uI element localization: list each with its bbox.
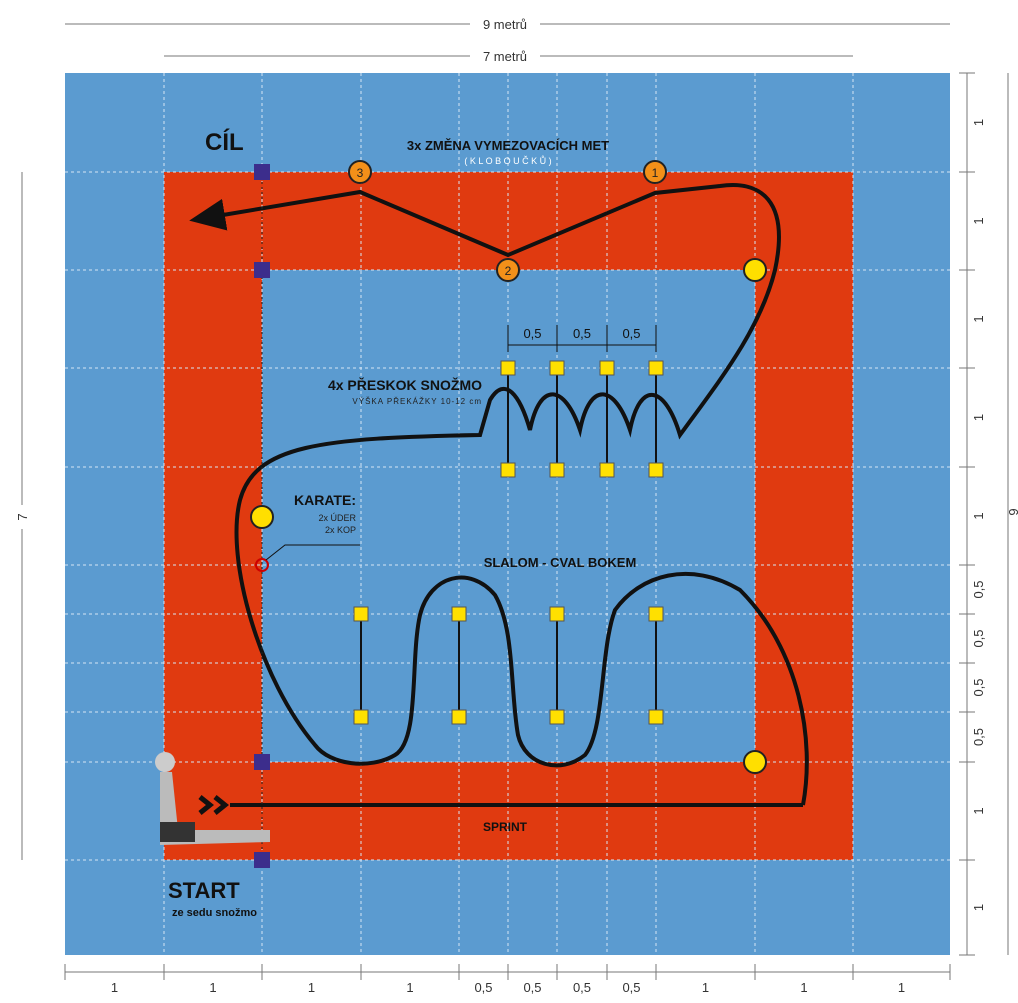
obstacles: 0,5 0,5 0,5: [353, 325, 664, 725]
balls: [250, 258, 767, 774]
label-bg: [470, 47, 540, 65]
dim-label: 1: [971, 414, 986, 421]
dim-label: 1: [971, 217, 986, 224]
dim-label: 1: [308, 980, 315, 995]
karate-line: 2x ÚDER: [318, 513, 356, 523]
start-arrows: [198, 795, 230, 815]
sprint-title: SPRINT: [483, 820, 528, 834]
athlete-head: [155, 752, 175, 772]
dim-label: 1: [209, 980, 216, 995]
cone-number: 3: [357, 166, 364, 180]
slalom-title: SLALOM - CVAL BOKEM: [484, 555, 637, 570]
obstacle-post: [353, 606, 369, 622]
obstacle-post: [549, 462, 565, 478]
obstacle-post: [549, 606, 565, 622]
dimensions: 9 metrů 7 metrů 7 9 11110,50,50,50,51111…: [14, 15, 1018, 995]
obstacle-post: [648, 709, 664, 725]
spacing-label: 0,5: [523, 326, 541, 341]
obstacle-post: [648, 360, 664, 376]
marker: [254, 164, 270, 180]
dim-label: 7: [15, 513, 30, 520]
dim-label: 1: [406, 980, 413, 995]
cone-number: 2: [505, 264, 512, 278]
marker: [254, 754, 270, 770]
obstacle-post: [648, 462, 664, 478]
dim-label: 0,5: [622, 980, 640, 995]
cone-number: 1: [652, 166, 659, 180]
marker: [254, 262, 270, 278]
dim-label: 9: [1006, 508, 1018, 515]
obstacle-post: [451, 606, 467, 622]
dim-label: 1: [702, 980, 709, 995]
dim-label: 1: [971, 807, 986, 814]
obstacle-post: [549, 709, 565, 725]
obstacle-post: [500, 462, 516, 478]
cone: [496, 258, 520, 282]
karate-line: 2x KOP: [325, 525, 356, 535]
ball: [743, 750, 767, 774]
dim-label: 1: [971, 904, 986, 911]
obstacle-post: [500, 360, 516, 376]
obstacle-post: [353, 709, 369, 725]
course-path: [189, 183, 809, 806]
athlete-shorts: [160, 822, 195, 842]
start-subtitle: ze sedu snožmo: [172, 907, 257, 919]
label-bg: [14, 505, 30, 529]
spacing-label: 0,5: [573, 326, 591, 341]
dim-label: 7 metrů: [483, 49, 527, 64]
dim-label: 1: [898, 980, 905, 995]
karate-title: KARATE:: [294, 492, 356, 508]
jumps-subtitle: VÝŠKA PŘEKÁŽKY 10-12 cm: [352, 397, 482, 406]
dim-label: 0,5: [573, 980, 591, 995]
cone: [643, 160, 667, 184]
dim-label: 0,5: [971, 580, 986, 598]
marker: [254, 852, 270, 868]
label-bg: [470, 15, 540, 33]
cones: [348, 160, 667, 282]
dim-label: 0,5: [971, 629, 986, 647]
dim-label: 0,5: [523, 980, 541, 995]
ball: [250, 505, 274, 529]
dim-label: 9 metrů: [483, 17, 527, 32]
dim-label: 0,5: [971, 678, 986, 696]
markers: [254, 164, 270, 868]
dim-label: 0,5: [474, 980, 492, 995]
red-frame: [164, 172, 853, 860]
obstacle-post: [599, 462, 615, 478]
athlete: [155, 752, 270, 845]
obstacle-post: [451, 709, 467, 725]
obstacle-post: [599, 360, 615, 376]
start-title: START: [168, 878, 240, 903]
cones-subtitle: ( K L O B O U Č K Ů ): [464, 155, 551, 166]
ball: [743, 258, 767, 282]
jumps-title: 4x PŘESKOK SNOŽMO: [328, 376, 482, 393]
dim-label: 1: [971, 315, 986, 322]
dim-label: 1: [971, 119, 986, 126]
obstacle-post: [648, 606, 664, 622]
spacing-label: 0,5: [622, 326, 640, 341]
cone: [348, 160, 372, 184]
cones-title: 3x ZMĚNA VYMEZOVACÍCH MET: [407, 138, 609, 153]
dim-label: 0,5: [971, 728, 986, 746]
karate-target: [255, 558, 269, 572]
dim-label: 1: [111, 980, 118, 995]
dim-label: 1: [971, 512, 986, 519]
dim-label: 1: [800, 980, 807, 995]
pointer: [265, 544, 360, 561]
obstacle-post: [549, 360, 565, 376]
finish-label: CÍL: [205, 128, 244, 156]
